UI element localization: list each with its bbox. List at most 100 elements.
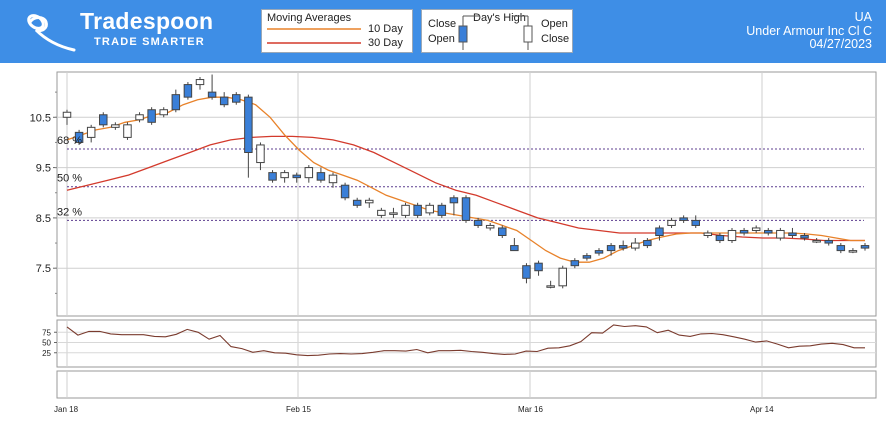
candle-body [860, 245, 870, 249]
candle-body [498, 227, 507, 237]
candle-body [377, 209, 386, 216]
brand-name: Tradespoon [80, 8, 214, 34]
candle [74, 129, 84, 145]
candle-body [618, 245, 628, 249]
candle-body [739, 229, 749, 234]
candle [582, 253, 592, 261]
candle-body [292, 174, 301, 179]
candle [691, 215, 700, 228]
candle [437, 202, 447, 218]
candle [800, 232, 809, 241]
candle [401, 202, 410, 218]
candle [352, 197, 362, 208]
candle [413, 202, 422, 218]
candle-legend-open-right: Open [541, 18, 568, 30]
candle-body [401, 204, 410, 216]
candle [643, 238, 652, 249]
main-panel [56, 71, 877, 317]
candle-body [365, 199, 374, 204]
candle [449, 195, 459, 216]
candle [159, 107, 168, 118]
candle [461, 195, 471, 223]
candle [788, 227, 797, 239]
candle [812, 238, 821, 244]
candle-body [788, 232, 797, 237]
candle-body [594, 250, 604, 254]
x-tick-label: Apr 14 [750, 405, 774, 414]
candle [485, 222, 495, 231]
candle-body [836, 245, 846, 252]
x-tick-label: Jan 18 [54, 405, 79, 414]
candle [123, 122, 132, 140]
candle-body [848, 250, 858, 253]
candle [594, 248, 604, 256]
candle-body [812, 240, 821, 243]
ma-legend-lines [267, 28, 361, 44]
candle-body [316, 172, 326, 181]
candle [848, 248, 858, 254]
candle-body [268, 172, 277, 181]
ma30-label: 30 Day [368, 37, 403, 49]
oscillator-line [66, 324, 865, 357]
y-tick-label: 9.5 [36, 163, 51, 175]
candle-body [74, 131, 84, 143]
candle-body [244, 96, 253, 153]
level-label: 50 % [57, 173, 82, 185]
candle [655, 225, 664, 241]
x-tick-label: Mar 16 [518, 405, 543, 414]
candle-body [207, 91, 217, 98]
candle [425, 202, 434, 216]
candle-body [99, 114, 108, 126]
candle-body [62, 111, 72, 118]
candle-body [558, 267, 567, 287]
candle-legend-shapes [458, 15, 533, 50]
candle [618, 240, 628, 251]
candle [377, 207, 386, 218]
candle [316, 167, 326, 183]
candle-body [171, 94, 181, 111]
candle [219, 92, 229, 108]
candle [340, 182, 350, 201]
candle-body [183, 84, 193, 98]
candle-body [679, 217, 688, 221]
candle-body [147, 109, 156, 123]
x-tick-label: Feb 15 [286, 405, 311, 414]
candle [631, 238, 640, 251]
candle-body [606, 245, 616, 252]
candle-body [582, 255, 592, 259]
candle-body [631, 242, 640, 249]
candle-body [776, 229, 785, 239]
candle-body [655, 227, 664, 237]
candle [232, 92, 241, 105]
candle-body [425, 204, 434, 214]
candle-legend-close-left: Close [428, 18, 457, 30]
candle [522, 263, 531, 284]
candle-body [691, 219, 700, 226]
y-tick-label: 10.5 [30, 112, 51, 124]
candle-body [219, 96, 229, 106]
candle [256, 142, 265, 171]
candle-body [280, 172, 289, 179]
candle [244, 94, 253, 178]
candle [280, 170, 289, 183]
moving-averages-legend: Moving Averages 10 Day 30 Day [261, 9, 413, 53]
candle [147, 107, 156, 125]
y-tick-label: 7.5 [36, 263, 51, 275]
candle [389, 207, 398, 218]
candle [171, 89, 181, 113]
candle-body [328, 174, 338, 184]
candle-body [195, 79, 205, 86]
ma10-label: 10 Day [368, 23, 403, 35]
candle-body [86, 126, 96, 138]
candle-body [800, 235, 809, 239]
candle [62, 109, 72, 125]
candle-body [437, 204, 447, 216]
candle [558, 265, 567, 289]
candle [111, 122, 120, 130]
ma-legend-title: Moving Averages [267, 12, 352, 24]
y-tick-label: 8.5 [36, 213, 51, 225]
candlestick-legend: Day's High Close Open Open Close [421, 9, 573, 53]
candle-body [522, 265, 531, 279]
candle [727, 227, 737, 244]
candle-body [461, 197, 471, 221]
